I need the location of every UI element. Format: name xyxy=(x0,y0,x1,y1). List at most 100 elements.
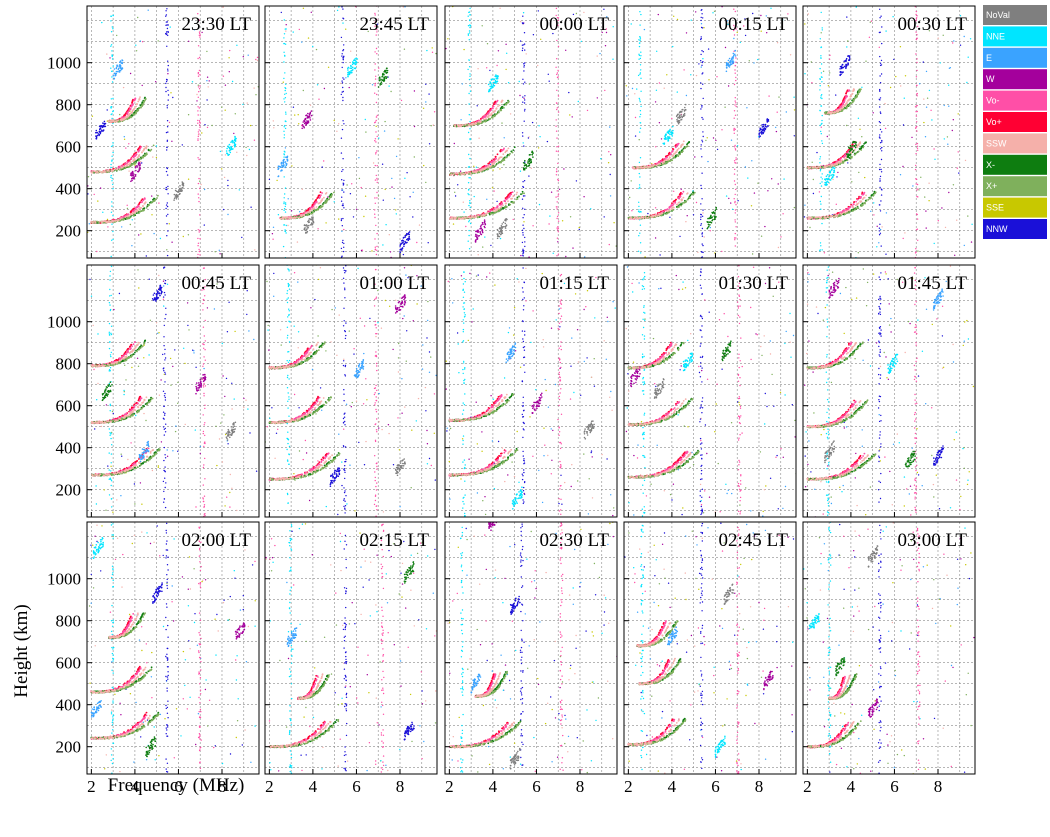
data-point xyxy=(501,122,503,124)
data-point xyxy=(121,218,123,221)
data-point xyxy=(670,208,673,211)
data-point xyxy=(665,208,668,211)
data-point xyxy=(298,28,300,31)
data-point xyxy=(504,205,507,208)
data-point xyxy=(286,163,288,165)
data-point xyxy=(462,201,464,203)
data-point xyxy=(539,136,541,138)
data-point xyxy=(695,201,698,204)
data-point xyxy=(283,153,285,155)
data-point xyxy=(355,57,358,59)
data-point xyxy=(430,125,432,127)
data-point xyxy=(403,48,406,50)
data-point xyxy=(523,164,526,167)
data-point xyxy=(476,122,479,125)
data-point xyxy=(501,232,504,235)
data-point xyxy=(115,74,117,76)
data-point xyxy=(479,225,482,227)
data-point xyxy=(509,113,512,115)
data-point xyxy=(638,205,640,208)
data-point xyxy=(375,75,377,78)
data-point xyxy=(386,76,388,78)
data-point xyxy=(342,86,344,89)
data-point xyxy=(480,215,483,217)
data-point xyxy=(467,124,470,126)
data-point xyxy=(311,212,314,215)
data-point xyxy=(468,194,470,196)
data-point xyxy=(639,24,641,26)
data-point xyxy=(586,109,589,112)
data-point xyxy=(375,174,377,177)
data-point xyxy=(120,62,123,64)
data-point xyxy=(325,222,327,224)
data-point xyxy=(469,66,471,68)
data-point xyxy=(140,233,142,235)
data-point xyxy=(342,184,344,186)
data-point xyxy=(489,110,491,113)
data-point xyxy=(341,82,344,84)
data-point xyxy=(282,81,284,83)
data-point xyxy=(391,186,393,188)
data-point xyxy=(198,56,201,59)
data-point xyxy=(248,148,251,151)
data-point xyxy=(284,166,286,169)
data-point xyxy=(132,173,135,175)
data-point xyxy=(700,184,702,187)
data-point xyxy=(233,132,235,135)
data-point xyxy=(134,174,137,176)
data-point xyxy=(605,31,608,34)
data-point xyxy=(360,186,362,189)
data-point xyxy=(323,160,325,162)
data-point xyxy=(307,37,310,39)
data-point xyxy=(348,71,351,73)
data-point xyxy=(495,209,498,212)
data-point xyxy=(701,116,703,119)
data-point xyxy=(133,99,136,102)
data-point xyxy=(322,203,325,206)
data-point xyxy=(111,119,114,122)
data-point xyxy=(492,105,495,108)
data-point xyxy=(112,215,114,217)
data-point xyxy=(716,148,719,151)
data-point xyxy=(469,202,471,204)
data-point xyxy=(652,215,654,218)
data-point xyxy=(196,93,198,96)
data-point xyxy=(106,53,108,55)
data-point xyxy=(167,64,169,67)
data-point xyxy=(507,196,510,199)
data-point xyxy=(384,188,386,191)
data-point xyxy=(658,214,660,217)
data-point xyxy=(111,177,113,180)
data-point xyxy=(498,227,501,230)
data-point xyxy=(197,242,200,244)
data-point xyxy=(175,198,178,200)
data-point xyxy=(728,197,730,200)
data-point xyxy=(524,159,526,162)
data-point xyxy=(111,205,113,207)
data-point xyxy=(340,93,342,96)
data-point xyxy=(95,131,97,134)
data-point xyxy=(469,200,471,202)
data-point xyxy=(117,70,119,73)
data-point xyxy=(139,166,141,169)
data-point xyxy=(111,81,114,83)
data-point xyxy=(734,64,737,67)
data-point xyxy=(376,23,379,25)
data-point xyxy=(701,13,703,15)
data-point xyxy=(733,37,735,40)
data-point xyxy=(167,131,169,133)
data-point xyxy=(158,202,160,204)
data-point xyxy=(578,226,580,229)
data-point xyxy=(138,234,140,236)
data-point xyxy=(234,146,236,148)
data-point xyxy=(521,192,524,195)
data-point xyxy=(284,229,286,231)
data-point xyxy=(465,225,467,228)
data-point xyxy=(519,20,522,23)
data-point xyxy=(175,190,178,193)
data-point xyxy=(113,78,116,80)
data-point xyxy=(634,217,636,220)
data-point xyxy=(166,205,169,208)
data-point xyxy=(119,65,122,67)
data-point xyxy=(375,125,377,128)
